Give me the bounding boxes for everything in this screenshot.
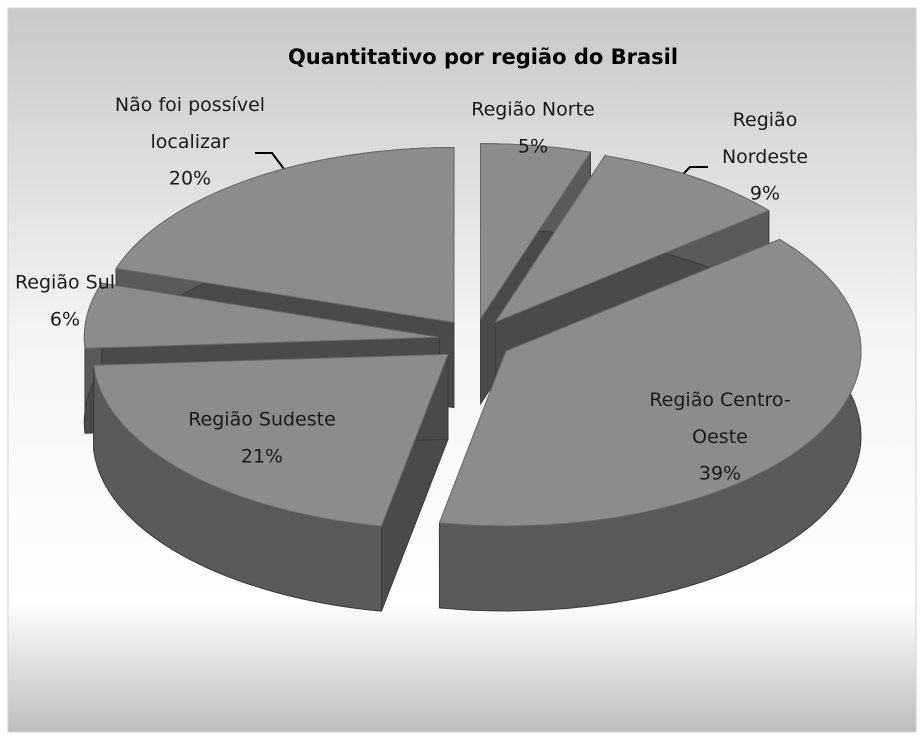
value-label: 5% [518,136,548,158]
label-line: Região [733,109,798,131]
slice-label: Região Norte [471,99,594,121]
label-line: Região Centro- [649,389,790,411]
slice-label: Região Nordeste [722,109,808,168]
slice [438,238,862,527]
slice [438,238,862,612]
value-label: 9% [750,183,780,205]
slice [93,353,449,527]
label-line: Oeste [692,426,748,448]
slice-label: Região Sul [15,272,115,294]
slice [93,353,449,612]
slice [493,155,770,324]
value-label: 39% [699,463,741,485]
slice [83,282,440,349]
label-line: Nordeste [722,146,808,168]
slice [115,147,455,324]
value-label: 20% [169,168,211,190]
value-label: 6% [50,309,80,331]
chart-title: Quantitativo por região do Brasil [288,45,678,69]
slice-label: Região Centro- Oeste [649,389,790,448]
slice-label: Região Sudeste [188,409,336,431]
slice [480,143,592,321]
label-line: Não foi possível [115,94,265,116]
slice [480,143,592,406]
label-line: localizar [151,131,230,153]
pie [83,143,862,612]
slice-label: Não foi possível localizar [115,94,265,153]
value-label: 21% [241,446,283,468]
